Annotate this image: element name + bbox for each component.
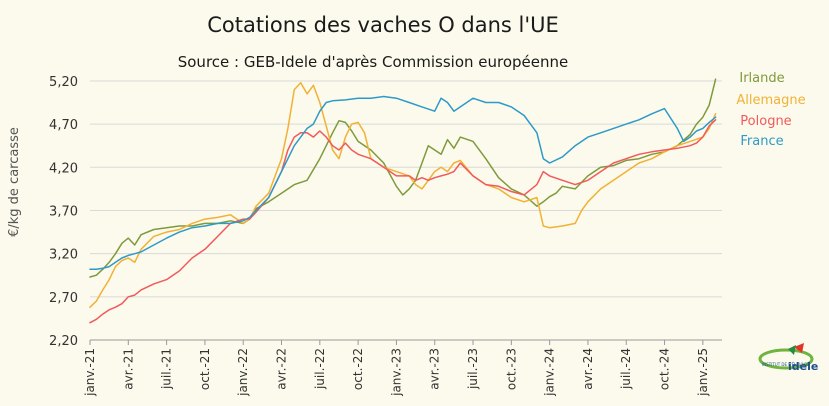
x-tick-label: avr.-24 — [581, 348, 595, 390]
x-tick-label: oct.-22 — [351, 348, 365, 390]
x-tick-label: avr.-22 — [275, 348, 289, 390]
chart-title: Cotations des vaches O dans l'UE — [207, 13, 559, 37]
logo-swoosh-green — [758, 348, 814, 370]
x-tick-label: janv.-24 — [543, 348, 557, 397]
x-tick-label: janv.-23 — [389, 348, 403, 397]
x-tick-label: avr.-21 — [121, 348, 135, 390]
logo-main-text: idele — [788, 360, 818, 373]
logo-small-text: INSTITUT DE L'ÉLEVAGE — [762, 362, 810, 367]
legend-item-pologne: Pologne — [740, 114, 791, 129]
series-line-pologne — [89, 119, 717, 324]
x-tick-label: janv.-22 — [236, 348, 250, 397]
y-tick-label: 5,20 — [49, 75, 78, 90]
legend: Irlande Allemagne Pologne France — [736, 71, 805, 149]
x-tick-label: avr.-23 — [428, 348, 442, 390]
legend-item-allemagne: Allemagne — [736, 93, 805, 108]
x-tick-labels: janv.-21 avr.-21 juil.-21 oct.-21 janv.-22 av… — [83, 340, 710, 397]
y-tick-label: 4,20 — [49, 161, 78, 176]
x-tick-label: janv.-25 — [696, 348, 710, 397]
grid-lines — [90, 80, 722, 341]
y-tick-label: 3,70 — [49, 204, 78, 219]
x-tick-label: juil.-24 — [619, 348, 633, 390]
series-lines — [89, 78, 717, 324]
x-tick-label: juil.-23 — [466, 348, 480, 390]
y-axis-label: €/kg de carcasse — [7, 127, 22, 237]
legend-item-france: France — [740, 134, 783, 149]
series-line-irlande — [89, 78, 717, 278]
legend-item-irlande: Irlande — [739, 71, 784, 86]
x-tick-label: janv.-21 — [83, 348, 97, 397]
x-tick-label: oct.-24 — [658, 348, 672, 390]
chart-subtitle: Source : GEB-Idele d'après Commission eu… — [178, 53, 569, 71]
y-tick-label: 4,70 — [49, 118, 78, 133]
y-tick-labels: 2,20 2,70 3,20 3,70 4,20 4,70 5,20 — [49, 75, 78, 349]
x-tick-label: juil.-22 — [313, 348, 327, 390]
x-tick-label: oct.-23 — [504, 348, 518, 390]
series-line-france — [89, 95, 717, 270]
x-tick-label: oct.-21 — [198, 348, 212, 390]
idele-logo: INSTITUT DE L'ÉLEVAGE idele — [758, 343, 818, 373]
x-tick-label: juil.-21 — [160, 348, 174, 390]
y-tick-label: 2,20 — [49, 334, 78, 349]
logo-flag-icon — [794, 343, 804, 353]
y-tick-label: 3,20 — [49, 248, 78, 263]
y-tick-label: 2,70 — [49, 291, 78, 306]
